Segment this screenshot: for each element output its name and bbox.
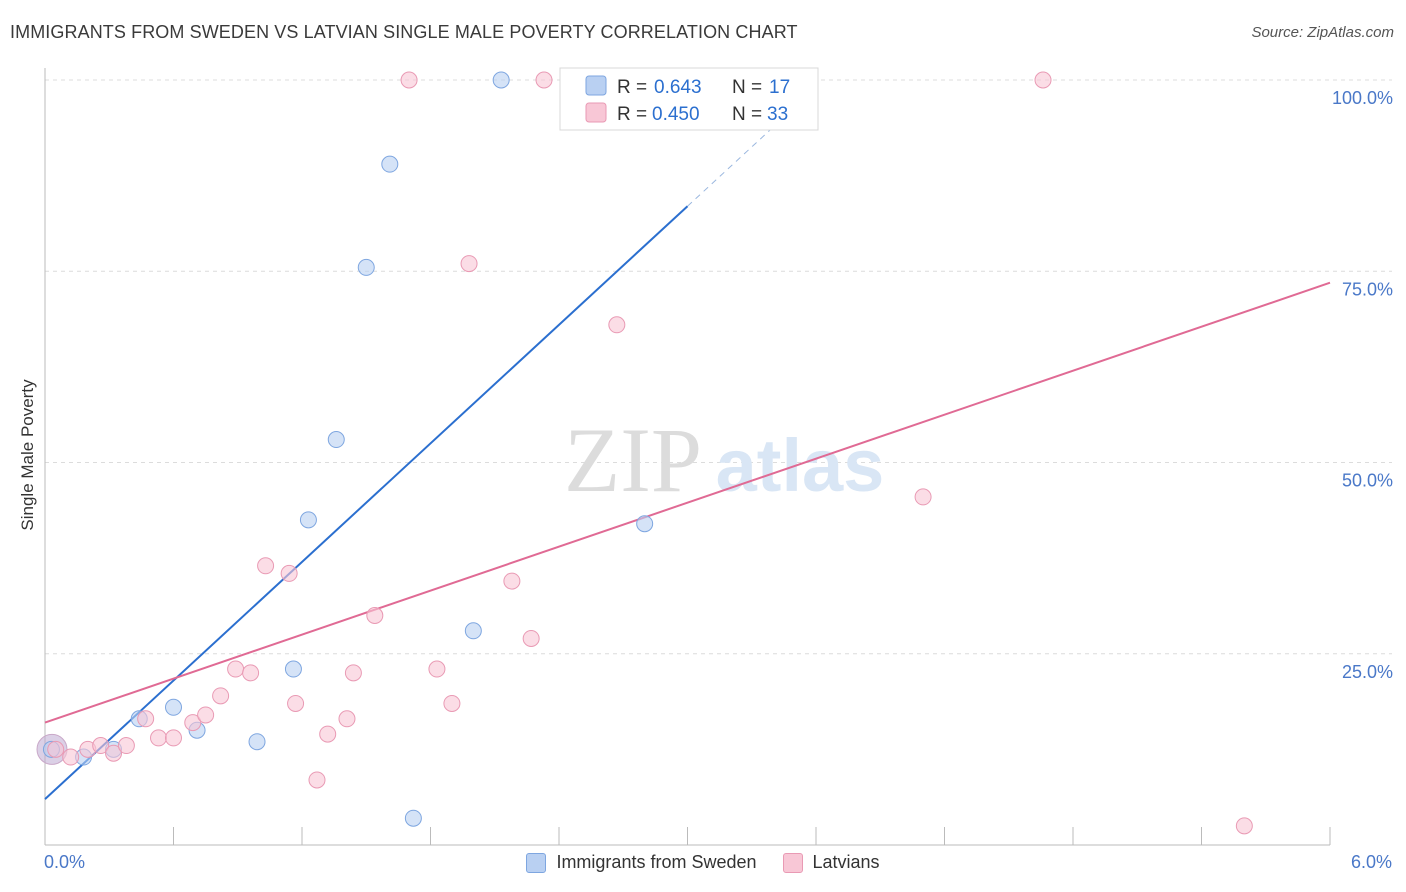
data-point-pink [608,316,626,334]
data-point-pink [443,694,461,712]
legend-item-sweden: Immigrants from Sweden [526,852,757,873]
data-point-pink [150,729,168,747]
tick-labels: 25.0% 50.0% 75.0% 100.0% [1332,88,1393,682]
data-point-pink [137,710,155,728]
y-tick-label: 100.0% [1332,88,1393,108]
legend-n-value-blue: 17 [769,77,790,98]
legend-r-value-pink: 0.450 [652,104,700,125]
data-point-blue [464,622,482,640]
data-point-pink [338,710,356,728]
data-point-pink [1235,817,1253,835]
x-tick-label-min: 0.0% [44,852,86,872]
data-point-pink [308,771,326,789]
data-point-pink [197,706,215,724]
data-point-pink [117,737,135,755]
data-point-pink [184,714,202,732]
data-point-pink [535,71,553,89]
legend-swatch-sweden [526,852,547,873]
legend-r-label-blue: R = [617,77,647,98]
legend-n-value-pink: 33 [767,104,788,125]
legend-r-value-blue: 0.643 [654,77,702,98]
y-tick-label: 25.0% [1342,662,1393,682]
data-point-blue [492,71,510,89]
data-point-blue [357,258,375,276]
data-point-pink [400,71,418,89]
data-point-blue [248,733,266,751]
legend-swatch-pink [585,102,607,123]
data-point-pink [62,748,80,766]
legend-item-latvians: Latvians [782,852,880,873]
data-point-pink [344,664,362,682]
data-point-blue [636,515,654,533]
data-point-pink [914,488,932,506]
data-point-pink [227,660,245,678]
x-tick-label-max: 6.0% [1350,852,1392,872]
data-point-pink [257,557,275,575]
trendline-pink [44,281,1331,724]
data-point-blue [327,431,345,449]
chart-title: IMMIGRANTS FROM SWEDEN VS LATVIAN SINGLE… [10,22,798,42]
data-point-pink [1034,71,1052,89]
legend-label-sweden: Immigrants from Sweden [556,852,757,872]
data-point-pink [165,729,182,747]
data-point-pink [242,664,260,682]
source-label: Source: ZipAtlas.com [1251,24,1394,41]
y-tick-label: 50.0% [1342,471,1393,491]
stats-legend: R = 0.643 N = 17 R = 0.450 N = 33 [559,67,819,131]
legend-r-label-pink: R = [617,104,647,125]
data-point-blue [165,698,182,716]
grid-lines [45,79,1392,655]
data-point-blue [404,809,422,827]
data-point-blue [381,155,399,173]
data-point-pink [522,629,540,647]
watermark-zip: ZIP [564,409,702,511]
data-point-pink [92,737,110,755]
legend-swatch-blue [585,75,607,96]
data-point-blue [299,511,317,529]
data-point-pink [287,694,305,712]
data-point-pink [105,744,123,762]
data-point-blue [284,660,302,678]
bottom-legend: Immigrants from Sweden Latvians [0,852,1406,873]
data-point-pink [319,725,337,743]
data-points [36,71,1253,835]
legend-label-latvians: Latvians [812,852,880,872]
data-point-pink [212,687,230,705]
watermark: ZIP atlas [564,409,884,511]
data-point-pink [366,607,384,624]
trendline-blue [44,205,689,800]
data-point-pink [47,740,65,758]
watermark-atlas: atlas [716,424,885,507]
data-point-pink [460,255,478,273]
data-point-pink [428,660,446,678]
data-point-pink [280,564,298,582]
legend-n-label-pink: N = [732,104,762,125]
y-tick-label: 75.0% [1342,279,1393,299]
legend-n-label-blue: N = [732,77,762,98]
data-point-pink [503,572,521,590]
axes [44,68,1331,846]
legend-swatch-latvians [782,852,803,873]
